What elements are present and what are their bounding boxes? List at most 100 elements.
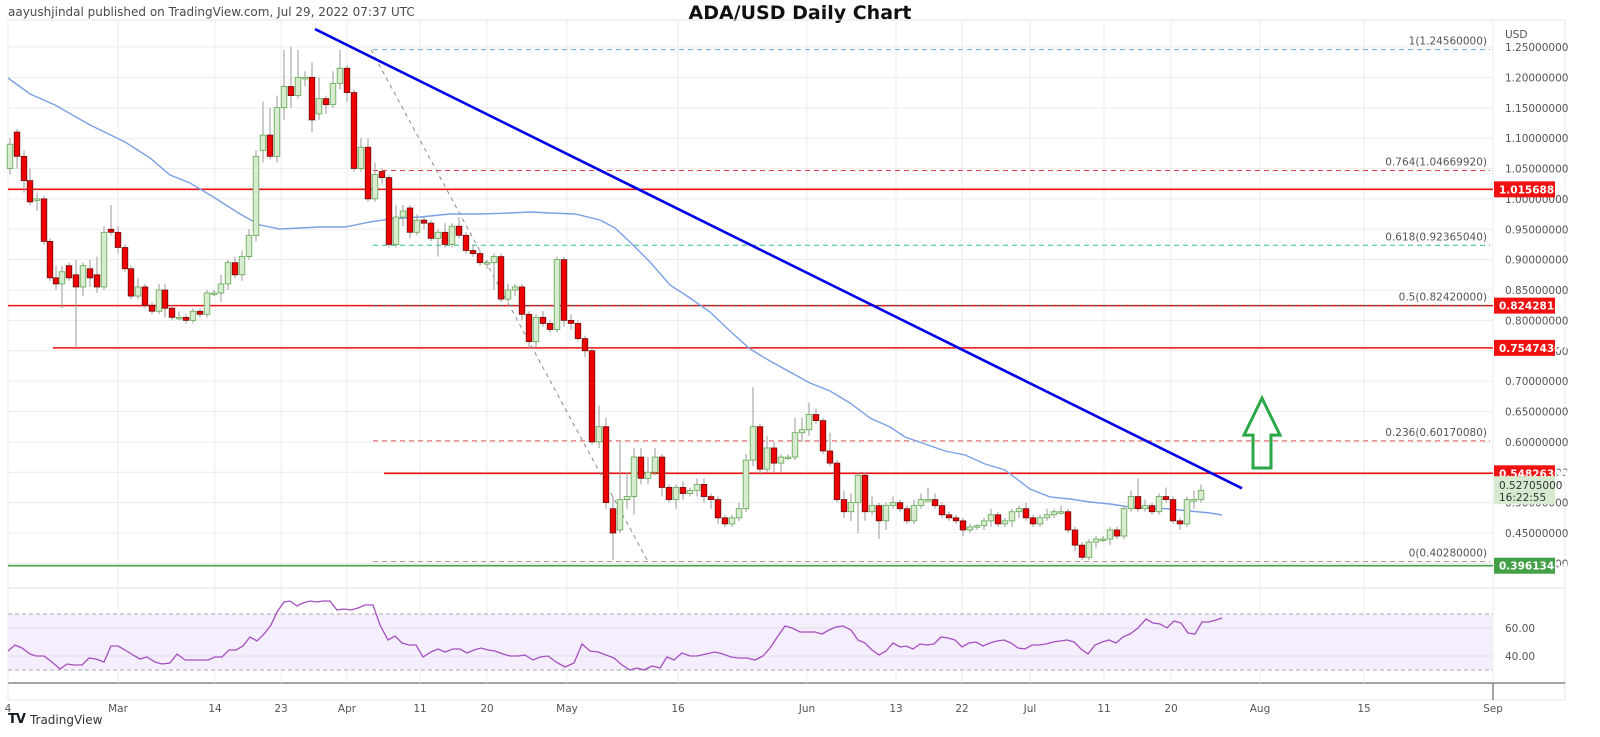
bull-candle [245,234,253,257]
bull-candle [763,447,771,470]
time-tick-label: 11 [413,703,426,715]
bull-candle [203,292,211,315]
bull-candle [973,525,981,528]
bear-candle [567,319,575,324]
bear-candle [308,76,316,121]
currency-label: USD [1505,29,1527,41]
time-tick-label: Mar [108,703,128,715]
price-tag-value: 0.75474307 [1499,343,1569,355]
fib-level-label: 0.236(0.60170080) [1385,427,1487,439]
bearish-trendline[interactable] [314,27,1243,490]
bull-candle [651,456,659,473]
bear-candle [1078,544,1086,558]
bull-candle [100,231,108,288]
rsi-pane [7,600,1493,671]
bear-candle [602,426,610,504]
bull-candle [987,514,995,522]
bear-candle [819,420,827,452]
bull-candle [917,499,925,507]
bear-candle [287,86,295,97]
fibonacci-retracement[interactable]: 1(1.24560000) 0.764(1.04669920) 0.618(0.92… [370,36,1490,563]
bear-candle [994,514,1002,525]
bull-candle [6,143,14,169]
last-price-tag [1494,476,1555,505]
price-tick-label: 0.90000000 [1505,255,1568,267]
bull-candle [1190,499,1198,502]
price-tick-label: 0.45000000 [1505,528,1568,540]
bull-candle [189,310,197,321]
bear-candle [1148,505,1156,513]
bear-candle [161,289,169,309]
bull-candle [1050,511,1058,516]
bull-candle [217,283,225,294]
bear-candle [114,231,122,248]
bull-candle [1197,490,1205,500]
bear-candle [182,316,190,321]
price-tick-label: 1.25000000 [1505,42,1568,54]
bull-candle [868,505,876,513]
price-tag-value: 1.01568812 [1499,184,1569,196]
bull-candle [889,502,897,507]
sma-line [7,77,1223,516]
trendline [314,27,1243,490]
time-tick-label: 23 [274,703,287,715]
fib-level-label: 0.764(1.04669920) [1385,157,1487,169]
price-tick-label: 0.70000000 [1505,376,1568,388]
price-tick-label: 1.05000000 [1505,164,1568,176]
bull-candle [371,174,379,200]
bull-candle [210,292,218,295]
bull-candle [175,316,183,320]
bear-candle [938,505,946,516]
bull-candle [728,517,736,525]
price-tag [1494,557,1555,574]
bear-candle [441,231,449,245]
bear-candle [462,234,470,251]
time-tick-label: 16 [671,703,685,715]
time-tick-label: 11 [1097,703,1110,715]
bull-candle [252,155,260,236]
bull-candle [336,67,344,84]
time-axis[interactable]: 4 Mar 14 23 Apr 11 20 May 16 Jun 13 22 Jul 11 20 Aug 15 S… [5,703,1504,715]
bear-candle [141,286,149,306]
bull-candle [294,76,302,97]
bull-candle [1106,529,1114,540]
countdown-timer: 16:22:55 [1499,492,1546,504]
bull-candle [1057,511,1065,514]
bear-candle [903,508,911,522]
bear-candle [588,350,596,443]
bear-candle [455,225,463,236]
price-tick-label: 1.15000000 [1505,103,1568,115]
bull-candle [413,219,421,233]
bear-candle [707,496,715,500]
bear-candle [1022,508,1030,519]
bear-candle [665,487,673,500]
bull-candle [224,262,232,285]
bear-candle [931,499,939,507]
tradingview-footer[interactable]: TV TradingView [8,712,102,727]
bull-candle [511,286,519,291]
bear-candle [196,310,204,315]
rsi-tick-label: 40.00 [1505,651,1535,663]
bear-candle [861,474,869,513]
bull-candle [1183,499,1191,525]
bear-candle [322,98,330,106]
fib-level-label: 0.5(0.82420000) [1399,292,1487,304]
bull-candle [742,459,750,510]
bull-candle [1036,517,1044,525]
bull-candle [616,499,624,531]
rsi-tick-label: 60.00 [1505,623,1535,635]
bull-candle [805,414,813,431]
bull-candle [847,502,855,513]
bear-candle [13,131,21,157]
bull-candle [966,526,974,531]
bull-candle [259,134,267,151]
bull-candle [399,210,407,218]
bull-candle [749,426,757,461]
bear-candle [266,134,274,157]
price-tick-label: 1.10000000 [1505,133,1568,145]
bull-candle [798,429,806,434]
bull-candle [315,98,323,115]
time-tick-label: 4 [5,703,12,715]
